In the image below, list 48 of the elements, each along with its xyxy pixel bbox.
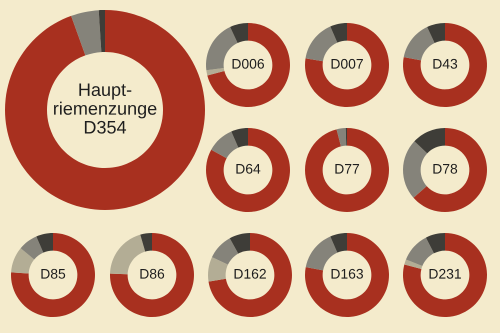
donut-slice xyxy=(306,236,338,270)
donut-slice xyxy=(403,23,487,107)
donut-slice xyxy=(305,128,389,212)
donut-slice xyxy=(427,23,445,43)
donut-slice xyxy=(230,233,250,254)
donut-slice xyxy=(305,23,389,107)
donut-slice xyxy=(230,23,248,43)
donut-slice xyxy=(207,23,290,107)
donut-slice xyxy=(330,23,347,43)
text: D85 xyxy=(41,268,66,279)
text: Haupt- riemenzunge D354 xyxy=(54,83,156,134)
text: D77 xyxy=(335,164,360,174)
donut-slice xyxy=(11,248,34,274)
donut-slice xyxy=(110,233,194,317)
donut-slice xyxy=(413,128,487,212)
text: D006 xyxy=(232,58,264,69)
donut-slice xyxy=(231,128,248,148)
donut-slice xyxy=(305,233,389,317)
text: D163 xyxy=(332,268,363,279)
text: D43 xyxy=(433,58,458,69)
donut-slice xyxy=(208,233,292,317)
text: D162 xyxy=(234,268,266,279)
text: D86 xyxy=(140,268,164,279)
donut-slice xyxy=(5,10,205,210)
text: D78 xyxy=(433,164,458,174)
donut-slice xyxy=(11,233,95,317)
donut-slice xyxy=(403,233,487,317)
donut-slice xyxy=(336,128,346,146)
donut-slice xyxy=(330,233,347,253)
donut-slice xyxy=(403,141,428,198)
donut-slice xyxy=(406,238,434,266)
donut-slice xyxy=(211,131,238,158)
donut-slice xyxy=(36,233,53,253)
donut-slice xyxy=(212,238,238,265)
text: D231 xyxy=(430,268,461,279)
donut-slice xyxy=(20,236,44,260)
donut-slice xyxy=(98,10,105,52)
donut-slice xyxy=(206,128,290,212)
text: D007 xyxy=(332,58,363,69)
donut-slice xyxy=(206,68,224,76)
donut-slice xyxy=(404,260,422,269)
donut-slice xyxy=(208,257,228,282)
donut-slice xyxy=(404,26,435,60)
donut-slice xyxy=(71,10,102,56)
donut-slice xyxy=(426,233,445,254)
donut-slice xyxy=(414,128,445,154)
donut-slice xyxy=(140,233,152,252)
text: D64 xyxy=(236,164,260,174)
